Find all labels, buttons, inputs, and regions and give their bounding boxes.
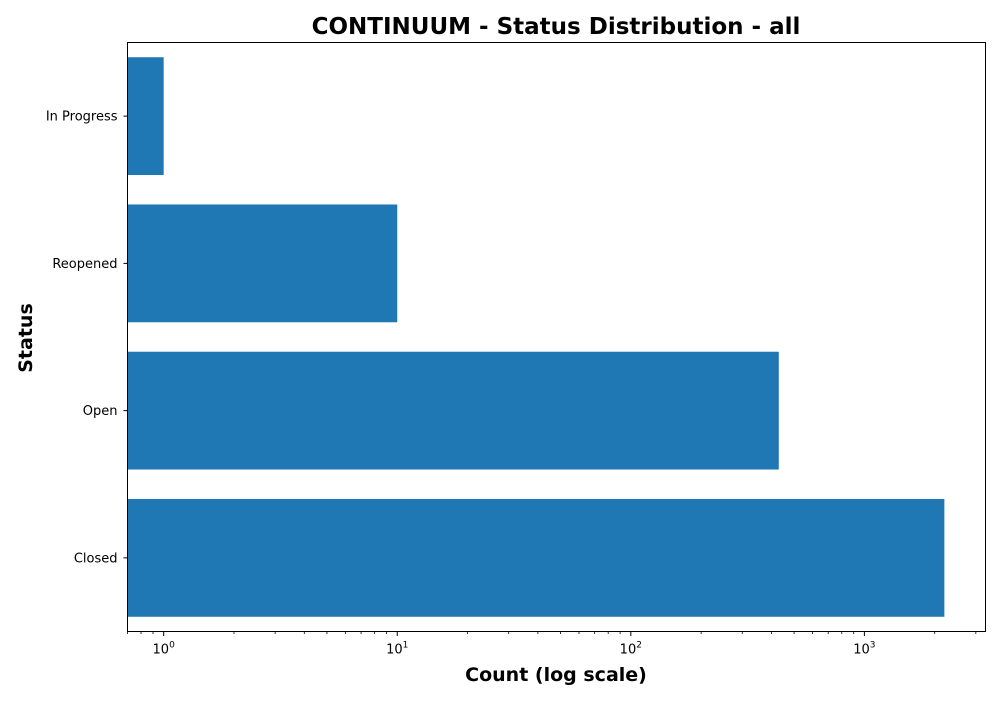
y-tick-label-closed: Closed (74, 551, 118, 566)
x-tick-label-10: 101 (386, 641, 408, 658)
y-tick-label-open: Open (83, 404, 118, 419)
x-tick-label-100: 102 (620, 641, 642, 658)
y-ticks-group: Closed Open Reopened In Progress (46, 110, 128, 566)
bar-in-progress (127, 57, 164, 176)
bar-open (127, 351, 779, 470)
plot-area-frame (127, 42, 986, 632)
chart-title: CONTINUUM - Status Distribution - all (312, 14, 801, 40)
y-axis-label: Status (15, 303, 37, 373)
y-tick-label-in-progress: In Progress (46, 110, 118, 125)
bars-group (127, 57, 945, 617)
x-axis-label: Count (log scale) (465, 664, 647, 686)
bar-reopened (127, 204, 398, 323)
x-ticks-group: 100 101 102 103 (127, 631, 977, 658)
x-tick-label-1000: 103 (853, 641, 875, 658)
x-tick-label-1: 100 (153, 641, 176, 658)
bar-closed (127, 498, 945, 617)
y-tick-label-reopened: Reopened (52, 257, 117, 272)
